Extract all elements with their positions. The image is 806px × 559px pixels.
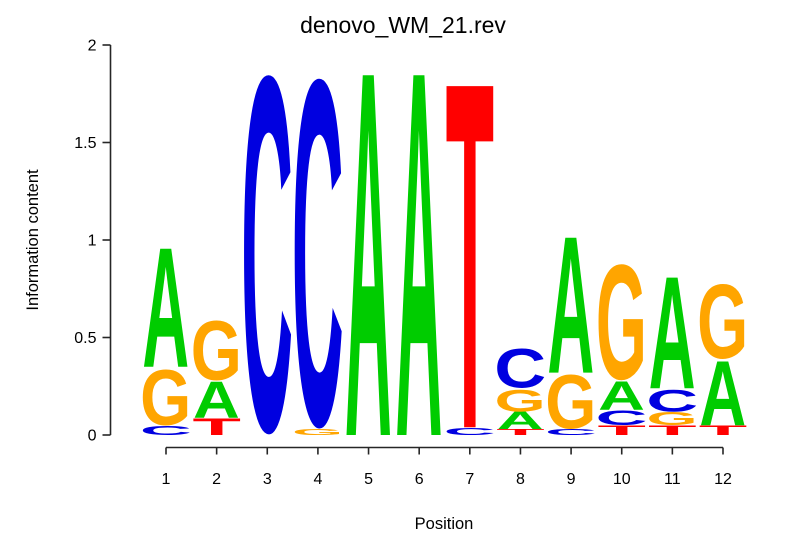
chart-title: denovo_WM_21.rev (300, 12, 506, 38)
logo-letter-glyph: C (596, 406, 648, 430)
logo-letter: C (292, 0, 344, 529)
logo-letter: A (649, 243, 696, 423)
x-tick-label: 4 (313, 471, 322, 488)
logo-letter: A (598, 373, 645, 418)
logo-letter-glyph: C (241, 0, 293, 537)
x-tick-label: 8 (516, 471, 525, 488)
logo-letter-glyph: A (396, 0, 443, 546)
logo-letter: G (545, 360, 596, 446)
x-tick-label: 6 (415, 471, 424, 488)
logo-letter: G (495, 382, 546, 418)
x-tick-label: 1 (162, 471, 171, 488)
logo-letter-glyph: G (545, 360, 596, 446)
x-tick-label: 9 (567, 471, 576, 488)
y-tick-label: 1 (88, 233, 97, 250)
x-tick-label: 5 (364, 471, 373, 488)
logo-letter: C (444, 425, 496, 437)
logo-letter-glyph: T (496, 428, 544, 437)
logo-letter: A (497, 408, 544, 435)
logo-letter-glyph: C (444, 425, 496, 437)
x-tick-label: 12 (714, 471, 732, 488)
logo-letter-glyph: C (494, 337, 546, 399)
logo-letter: A (345, 0, 392, 546)
x-tick-label: 3 (263, 471, 272, 488)
logo-letter: T (496, 428, 544, 437)
logo-letter: T (446, 0, 494, 533)
logo-letter: C (646, 383, 698, 418)
logo-letter-glyph: C (292, 0, 344, 529)
logo-letter: C (545, 428, 597, 437)
logo-letter: G (697, 262, 748, 381)
logo-letter-glyph: A (699, 342, 746, 445)
axes-group: 00.511.521 2 3 4 5 6 7 8 9 10 11 12 (74, 38, 732, 489)
logo-letter: A (396, 0, 443, 546)
logo-letter-glyph: T (699, 423, 748, 438)
logo-letter-glyph: G (646, 409, 697, 430)
logo-letter-glyph: G (495, 382, 546, 418)
logo-letter-glyph: A (649, 243, 696, 423)
logo-letter: T (699, 423, 748, 438)
logo-letter-glyph: T (598, 423, 647, 438)
logo-letter: G (292, 428, 343, 437)
logo-letter: G (140, 354, 191, 442)
logo-letter-glyph: T (192, 413, 241, 440)
logo-letter: G (191, 304, 242, 399)
logo-letter: T (598, 423, 647, 438)
logo-letter: C (596, 406, 648, 430)
x-axis-title: Position (415, 515, 474, 533)
logo-letter-glyph: T (648, 423, 697, 438)
y-tick-label: 0 (88, 428, 97, 445)
logo-letter: G (596, 232, 647, 414)
logo-letter-glyph: G (292, 428, 343, 437)
logo-letter: T (192, 413, 241, 440)
logo-letter-glyph: A (598, 373, 645, 418)
logo-letter-glyph: A (193, 372, 240, 429)
logo-letter: C (140, 423, 192, 438)
logo-letter-glyph: G (596, 232, 647, 414)
logo-letter-glyph: A (497, 408, 544, 435)
x-tick-label: 7 (465, 471, 474, 488)
y-axis-title: Information content (24, 169, 42, 311)
logo-letter-glyph: C (646, 383, 698, 418)
logo-letter: G (646, 409, 697, 430)
logo-letter: A (547, 195, 594, 414)
logo-letter: A (699, 342, 746, 445)
logo-letter: C (241, 0, 293, 537)
logo-letter: C (494, 337, 546, 399)
logo-letter-glyph: G (140, 354, 191, 442)
logo-letter: A (142, 213, 189, 404)
logo-letter-glyph: A (142, 213, 189, 404)
x-tick-label: 2 (212, 471, 221, 488)
logo-letter: A (193, 372, 240, 429)
x-tick-label: 10 (613, 471, 631, 488)
logo-letter-glyph: A (547, 195, 594, 414)
logo-letter-glyph: C (140, 423, 192, 438)
x-tick-label: 11 (664, 471, 681, 488)
y-tick-label: 2 (88, 38, 97, 55)
y-tick-label: 1.5 (74, 135, 96, 152)
logo-letter-glyph: G (697, 262, 748, 381)
logo-letter-glyph: A (345, 0, 392, 546)
logo-letter: T (648, 423, 697, 438)
logo-letter-glyph: G (191, 304, 242, 399)
logo-letter-glyph: T (446, 0, 494, 533)
y-tick-label: 0.5 (74, 330, 96, 347)
logo-letter-glyph: C (545, 428, 597, 437)
